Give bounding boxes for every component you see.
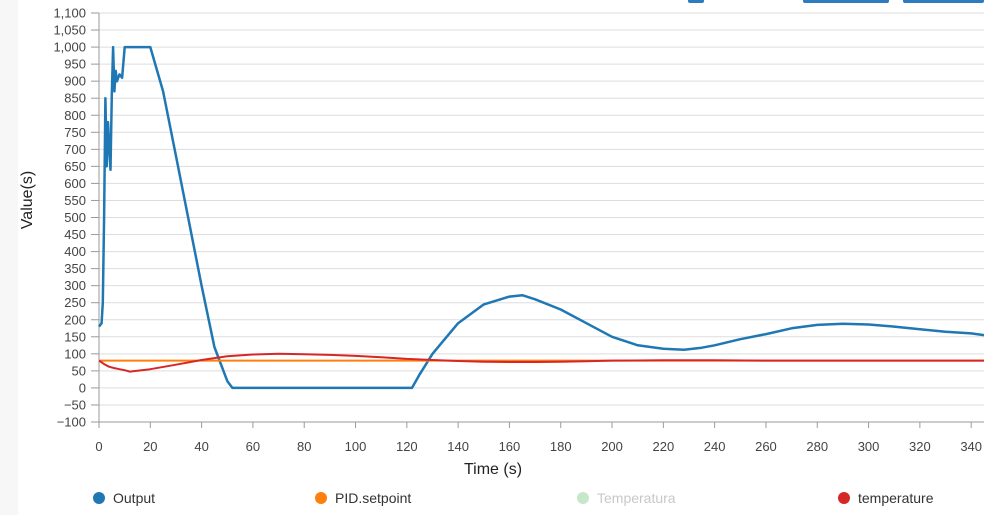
legend-item-temperature[interactable]: temperature — [838, 490, 933, 506]
x-tick-label: 20 — [143, 439, 157, 454]
series-line-temperature[interactable] — [98, 352, 984, 373]
legend-label: temperature — [858, 490, 934, 506]
toolbar-checkbox-fragment[interactable] — [688, 0, 704, 3]
y-tick-label: 400 — [64, 244, 86, 259]
y-tick-label: 350 — [64, 261, 86, 276]
y-tick-label: 950 — [64, 57, 86, 72]
legend-item-pid-setpoint[interactable]: PID.setpoint — [315, 490, 411, 506]
y-tick-label: 1,100 — [53, 6, 86, 21]
y-tick-label: 900 — [64, 74, 86, 89]
y-axis-ticks: −100 −50 0 50 100 150 200 250 300 350 400 450 500 550… — [53, 6, 99, 430]
legend-label: PID.setpoint — [335, 490, 412, 506]
y-tick-label: 1,000 — [53, 40, 86, 55]
legend-item-temperatura[interactable]: Temperatura — [577, 490, 676, 506]
series-lines — [98, 45, 984, 390]
chart-legend: Output PID.setpoint Temperatura temperature — [0, 490, 984, 512]
legend-item-output[interactable]: Output — [93, 490, 155, 506]
x-tick-label: 340 — [960, 439, 982, 454]
x-tick-label: 160 — [499, 439, 521, 454]
y-tick-label: 50 — [72, 363, 86, 378]
x-axis-title: Time (s) — [464, 461, 522, 478]
x-tick-label: 60 — [246, 439, 260, 454]
x-tick-label: 120 — [396, 439, 418, 454]
y-tick-label: 750 — [64, 125, 86, 140]
y-tick-label: 100 — [64, 346, 86, 361]
x-tick-label: 200 — [601, 439, 623, 454]
y-tick-label: 250 — [64, 295, 86, 310]
y-tick-label: 300 — [64, 278, 86, 293]
x-tick-label: 320 — [909, 439, 931, 454]
x-tick-label: 80 — [297, 439, 311, 454]
legend-marker — [315, 492, 327, 504]
x-tick-label: 220 — [652, 439, 674, 454]
y-tick-label: 150 — [64, 329, 86, 344]
toolbar-button-fragment-2[interactable] — [903, 0, 984, 3]
x-tick-label: 140 — [447, 439, 469, 454]
left-panel-edge — [0, 0, 18, 515]
x-tick-label: 180 — [550, 439, 572, 454]
y-tick-label: 0 — [79, 380, 86, 395]
x-tick-label: 240 — [704, 439, 726, 454]
x-tick-label: 0 — [95, 439, 102, 454]
y-axis-title: Value(s) — [19, 171, 36, 229]
legend-marker — [838, 492, 850, 504]
legend-marker — [577, 492, 589, 504]
legend-marker — [93, 492, 105, 504]
y-tick-label: 600 — [64, 176, 86, 191]
grid-lines — [98, 12, 984, 423]
legend-label: Output — [113, 490, 156, 506]
y-tick-label: 450 — [64, 227, 86, 242]
y-tick-label: 500 — [64, 210, 86, 225]
y-tick-label: 550 — [64, 193, 86, 208]
x-tick-label: 260 — [755, 439, 777, 454]
series-line-output[interactable] — [98, 45, 984, 390]
legend-label: Temperatura — [597, 490, 676, 506]
y-tick-label: −100 — [57, 415, 86, 430]
x-tick-label: 40 — [194, 439, 208, 454]
x-axis-ticks: 0 20 40 60 80 100 120 140 160 180 200 220 240 260 280 3… — [95, 422, 982, 454]
toolbar-button-fragment-1[interactable] — [803, 0, 889, 3]
y-tick-label: 1,050 — [53, 23, 86, 38]
y-tick-label: 800 — [64, 108, 86, 123]
y-tick-label: 200 — [64, 312, 86, 327]
y-tick-label: 700 — [64, 142, 86, 157]
x-tick-label: 100 — [345, 439, 367, 454]
x-tick-label: 280 — [806, 439, 828, 454]
y-tick-label: −50 — [64, 397, 86, 412]
x-tick-label: 300 — [858, 439, 880, 454]
y-tick-label: 850 — [64, 91, 86, 106]
y-tick-label: 650 — [64, 159, 86, 174]
line-chart: 0 20 40 60 80 100 120 140 160 180 200 220 240 260 280 3… — [19, 6, 984, 478]
